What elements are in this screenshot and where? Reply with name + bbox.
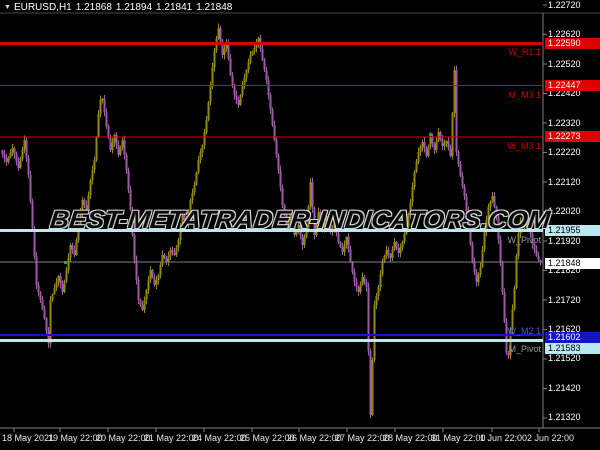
price-axis-label: 1.22120 bbox=[548, 177, 581, 187]
level-label-W_R1: W_R1 1 bbox=[508, 47, 541, 57]
level-label-M_M3: M_M3 1 bbox=[508, 90, 541, 100]
level-label-W_M2: W_M2 1 bbox=[507, 326, 541, 336]
ohlc-open: 1.21868 bbox=[75, 2, 112, 13]
chart-header: ▼ EURUSD,H1 1.21868 1.21894 1.21841 1.21848 bbox=[4, 2, 236, 13]
level-price-box-W_M2: 1.21602 bbox=[545, 332, 600, 343]
indicator-marker bbox=[429, 132, 432, 136]
price-axis-label: 1.22220 bbox=[548, 147, 581, 157]
symbol-period-label: EURUSD,H1 bbox=[13, 2, 72, 13]
ohlc-low: 1.21841 bbox=[156, 2, 193, 13]
ohlc-close: 1.21848 bbox=[196, 2, 233, 13]
time-axis-label: 25 May 22:00 bbox=[240, 433, 295, 443]
price-axis-label: 1.21520 bbox=[548, 353, 581, 363]
level-price-box-M_Pivot: 1.21583 bbox=[545, 343, 600, 354]
time-axis-label: 21 May 22:00 bbox=[144, 433, 199, 443]
symbol-dropdown-icon[interactable]: ▼ bbox=[4, 4, 11, 11]
price-axis-label: 1.22620 bbox=[548, 29, 581, 39]
price-axis-label: 1.21820 bbox=[548, 265, 581, 275]
current-price-box: 1.21848 bbox=[545, 258, 600, 269]
level-label-M_Pivot: M_Pivot bbox=[508, 344, 541, 354]
candles bbox=[1, 23, 542, 418]
level-label-W_Pivot: W_Pivot bbox=[507, 235, 541, 245]
watermark-text: BEST-METATRADER-INDICATORS.COM bbox=[48, 206, 552, 234]
time-axis-label: 20 May 22:00 bbox=[96, 433, 151, 443]
time-axis-label: 24 May 22:00 bbox=[192, 433, 247, 443]
price-axis-label: 1.21720 bbox=[548, 295, 581, 305]
price-axis-label: 1.22020 bbox=[548, 206, 581, 216]
time-axis-label: 1 Jun 22:00 bbox=[480, 433, 528, 443]
level-label-W_M3: W_M3 1 bbox=[507, 141, 541, 151]
price-axis-label: 1.21920 bbox=[548, 236, 581, 246]
time-axis-label: 28 May 22:00 bbox=[383, 433, 438, 443]
time-axis-label: 27 May 22:00 bbox=[335, 433, 390, 443]
time-axis-label: 31 May 22:00 bbox=[431, 433, 486, 443]
level-price-box-W_M3: 1.22273 bbox=[545, 131, 600, 142]
price-axis-label: 1.22720 bbox=[548, 0, 581, 10]
level-price-box-W_Pivot: 1.21955 bbox=[545, 225, 600, 236]
level-price-box-M_M3: 1.22447 bbox=[545, 80, 600, 91]
price-axis-label: 1.22520 bbox=[548, 59, 581, 69]
time-axis-label: 18 May 2021 bbox=[2, 433, 55, 443]
price-axis-label: 1.22420 bbox=[548, 88, 581, 98]
price-axis-label: 1.21420 bbox=[548, 383, 581, 393]
level-price-box-W_R1: 1.22590 bbox=[545, 38, 600, 49]
price-axis-label: 1.21620 bbox=[548, 324, 581, 334]
price-axis-label: 1.22320 bbox=[548, 118, 581, 128]
time-axis-label: 19 May 22:00 bbox=[48, 433, 103, 443]
price-axis-label: 1.21320 bbox=[548, 412, 581, 422]
time-axis-label: 26 May 22:00 bbox=[287, 433, 342, 443]
ohlc-high: 1.21894 bbox=[115, 2, 153, 13]
time-axis-label: 2 Jun 22:00 bbox=[527, 433, 575, 443]
